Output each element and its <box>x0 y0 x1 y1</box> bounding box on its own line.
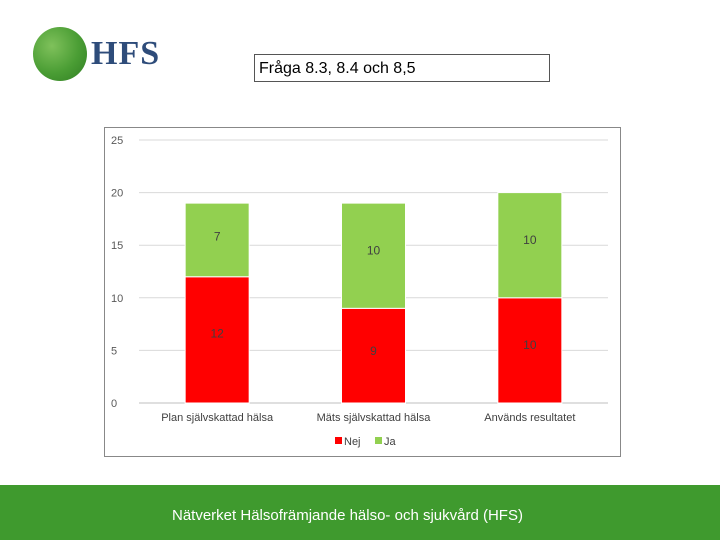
category-label: Mäts självskattad hälsa <box>317 412 432 424</box>
bar-ja <box>341 202 406 309</box>
y-tick-label: 10 <box>111 293 123 305</box>
legend-swatch-nej <box>335 437 342 444</box>
bar-ja <box>497 192 563 299</box>
footer-text: Nätverket Hälsofrämjande hälso- och sjuk… <box>172 507 523 524</box>
bar-nej <box>184 276 250 404</box>
data-label: 10 <box>367 243 381 257</box>
y-tick-label: 5 <box>111 345 117 357</box>
y-tick-label: 20 <box>111 188 123 200</box>
footer-bar: Nätverket Hälsofrämjande hälso- och sjuk… <box>0 485 720 540</box>
chart-frame: 0 5 10 15 20 25 12 7 Plan självskattad hälsa 9 10 M… <box>104 127 621 457</box>
data-label: 10 <box>523 338 537 352</box>
category-label: Används resultatet <box>484 412 575 424</box>
y-tick-label: 15 <box>111 240 123 252</box>
bar-nej <box>341 307 406 404</box>
logo-circle-icon <box>33 27 87 81</box>
bar-ja <box>184 202 250 278</box>
question-title: Fråga 8.3, 8.4 och 8,5 <box>254 54 550 82</box>
hfs-logo: HFS <box>33 27 163 83</box>
data-label: 9 <box>370 344 377 358</box>
data-label: 10 <box>523 233 537 247</box>
y-tick-label: 0 <box>111 398 117 410</box>
legend-swatch-ja <box>375 437 382 444</box>
category-label: Plan självskattad hälsa <box>161 412 274 424</box>
data-label: 7 <box>214 229 221 243</box>
legend-label: Nej <box>344 436 361 448</box>
y-tick-label: 25 <box>111 135 123 147</box>
logo-text: HFS <box>91 35 161 72</box>
data-label: 12 <box>210 327 224 341</box>
bar-nej <box>497 297 563 404</box>
stacked-bar-chart: 0 5 10 15 20 25 12 7 Plan självskattad hälsa 9 10 M… <box>111 135 608 448</box>
legend-label: Ja <box>384 436 397 448</box>
